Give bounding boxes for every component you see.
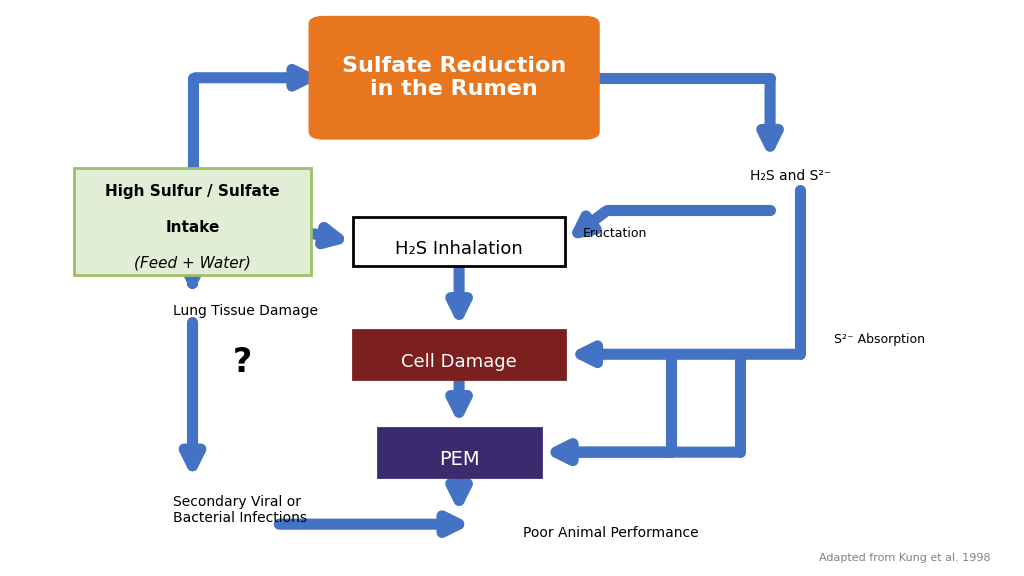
Text: Poor Animal Performance: Poor Animal Performance	[523, 526, 699, 540]
Text: Cell Damage: Cell Damage	[401, 353, 517, 370]
Text: High Sulfur / Sulfate: High Sulfur / Sulfate	[105, 184, 280, 199]
Text: H₂S Inhalation: H₂S Inhalation	[395, 240, 523, 258]
Text: Secondary Viral or
Bacterial Infections: Secondary Viral or Bacterial Infections	[173, 495, 307, 525]
Text: Eructation: Eructation	[583, 227, 647, 240]
FancyBboxPatch shape	[378, 427, 541, 477]
FancyBboxPatch shape	[308, 16, 600, 140]
Text: Adapted from Kung et al. 1998: Adapted from Kung et al. 1998	[819, 552, 991, 563]
Text: ?: ?	[232, 346, 252, 380]
Text: Sulfate Reduction
in the Rumen: Sulfate Reduction in the Rumen	[342, 56, 566, 100]
Text: H₂S and S²⁻: H₂S and S²⁻	[751, 169, 831, 183]
FancyBboxPatch shape	[74, 169, 311, 275]
FancyBboxPatch shape	[353, 329, 565, 379]
Text: S²⁻ Absorption: S²⁻ Absorption	[835, 334, 926, 346]
Text: Intake: Intake	[165, 219, 220, 234]
Text: Lung Tissue Damage: Lung Tissue Damage	[173, 304, 317, 318]
Text: PEM: PEM	[438, 450, 479, 469]
FancyBboxPatch shape	[353, 218, 565, 267]
Text: (Feed + Water): (Feed + Water)	[134, 255, 251, 270]
